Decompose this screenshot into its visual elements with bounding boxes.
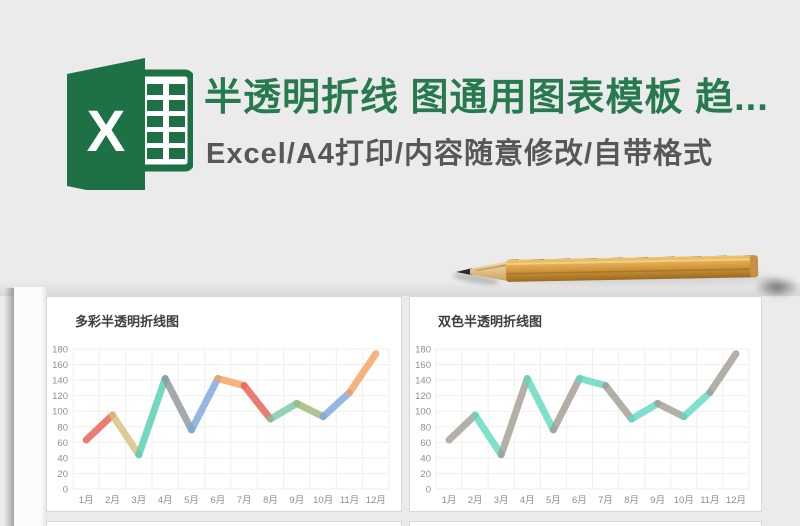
- svg-text:10月: 10月: [674, 495, 694, 506]
- svg-text:160: 160: [415, 360, 431, 371]
- svg-text:10月: 10月: [313, 495, 333, 506]
- svg-text:4月: 4月: [158, 495, 173, 506]
- svg-text:60: 60: [57, 438, 68, 449]
- svg-text:8月: 8月: [263, 495, 278, 506]
- svg-text:3月: 3月: [131, 495, 146, 506]
- svg-text:7月: 7月: [598, 495, 613, 506]
- twocolor-line-chart: 0 20 40 60 80 100 120 140 160 180 1月 2月 3月 4月 5月 6月 7月 8月…: [415, 345, 750, 506]
- svg-text:100: 100: [415, 407, 431, 418]
- svg-text:180: 180: [415, 345, 431, 356]
- multicolor-line-chart: 0 20 40 60 80 100 120 140 160 180 1月 2月 3月 4月 5月 6月 7月 8月…: [52, 345, 390, 506]
- chart-card-multicolor: 多彩半透明折线图 0 20 40 60 80 100 120 140 160 180 1月 2月 3月 4…: [46, 296, 402, 512]
- logo-letter: X: [87, 99, 126, 164]
- svg-text:100: 100: [52, 407, 68, 418]
- svg-text:80: 80: [420, 422, 431, 433]
- svg-text:5月: 5月: [546, 495, 561, 506]
- svg-text:6月: 6月: [572, 495, 587, 506]
- svg-text:3月: 3月: [494, 495, 509, 506]
- svg-text:1月: 1月: [442, 495, 457, 506]
- page-subtitle: Excel/A4打印/内容随意修改/自带格式: [206, 138, 714, 170]
- svg-text:8月: 8月: [624, 495, 639, 506]
- svg-text:12月: 12月: [366, 495, 386, 506]
- svg-text:2月: 2月: [468, 495, 483, 506]
- svg-text:9月: 9月: [650, 495, 665, 506]
- svg-text:20: 20: [57, 469, 68, 480]
- chart-title: 双色半透明折线图: [438, 314, 543, 329]
- svg-text:9月: 9月: [289, 495, 304, 506]
- next-chart-card-edge: [409, 521, 762, 526]
- svg-text:11月: 11月: [340, 495, 359, 506]
- page-curl-shadow: [4, 288, 14, 526]
- next-chart-card-edge: [46, 521, 402, 526]
- svg-text:6月: 6月: [210, 495, 225, 506]
- svg-text:140: 140: [415, 376, 431, 387]
- svg-text:140: 140: [52, 376, 68, 387]
- svg-text:12月: 12月: [726, 495, 746, 506]
- svg-text:7月: 7月: [237, 495, 252, 506]
- svg-text:120: 120: [52, 391, 68, 402]
- page-title: 半透明折线 图通用图表模板 趋...: [204, 77, 769, 119]
- svg-text:120: 120: [415, 391, 431, 402]
- pencil-shadow: [754, 276, 800, 298]
- pencil-image: [452, 255, 780, 285]
- svg-text:40: 40: [57, 453, 68, 464]
- svg-text:20: 20: [420, 469, 431, 480]
- sheet-top-shadow: [0, 281, 800, 296]
- page-curl-edge: [14, 287, 47, 526]
- svg-text:4月: 4月: [520, 495, 535, 506]
- svg-text:60: 60: [420, 438, 431, 449]
- svg-text:40: 40: [420, 453, 431, 464]
- svg-text:80: 80: [57, 422, 68, 433]
- svg-text:11月: 11月: [700, 495, 719, 506]
- svg-text:2月: 2月: [105, 495, 120, 506]
- excel-logo-icon: X: [67, 58, 193, 190]
- svg-text:1月: 1月: [79, 495, 94, 506]
- svg-text:0: 0: [426, 485, 431, 496]
- svg-text:180: 180: [52, 345, 68, 356]
- svg-text:160: 160: [52, 360, 68, 371]
- svg-text:5月: 5月: [184, 495, 199, 506]
- svg-text:0: 0: [63, 485, 68, 496]
- chart-title: 多彩半透明折线图: [75, 314, 180, 329]
- chart-card-twocolor: 双色半透明折线图 0 20 40 60 80 100 120 140 160 180 1月 2月 3月 4…: [409, 296, 762, 512]
